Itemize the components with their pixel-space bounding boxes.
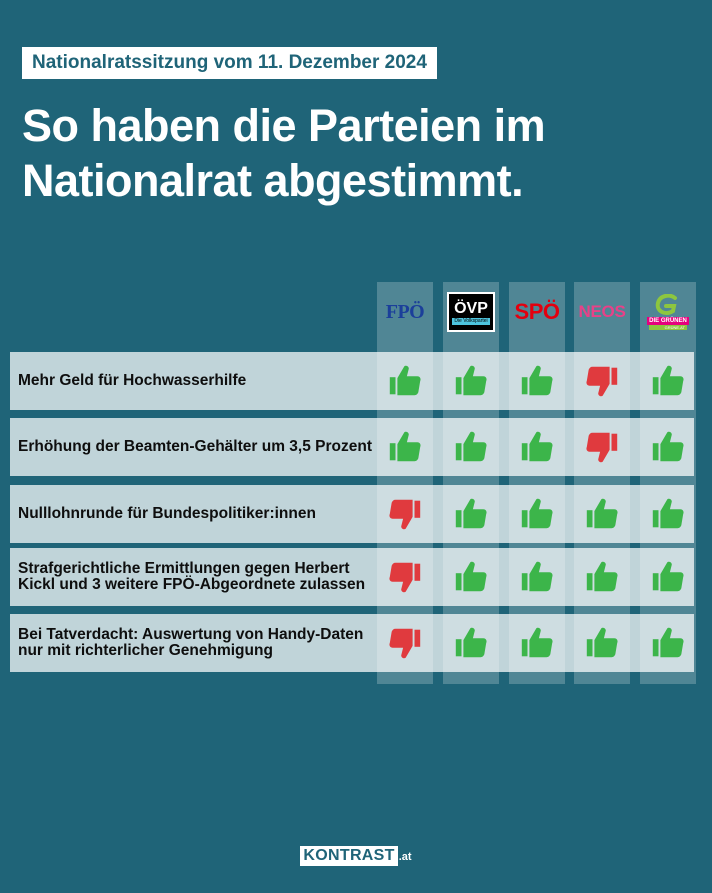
thumbs-down-icon [389,562,421,593]
vote-cell-ovp [443,352,499,410]
spo-logo-text: SPÖ [514,299,560,324]
vote-cell-fpo [377,418,433,476]
vote-cell-spo [509,352,565,410]
ovp-logo-sub: Die Volkspartei [452,317,490,325]
thumbs-up-icon [455,365,487,396]
ovp-logo: ÖVP Die Volkspartei [443,282,499,342]
thumbs-up-icon [586,561,618,592]
vote-cell-neos [574,614,630,672]
spo-logo: SPÖ [509,282,565,342]
vote-cell-neos [574,352,630,410]
thumbs-up-icon [389,365,421,396]
vote-row: Erhöhung der Beamten-Gehälter um 3,5 Pro… [10,418,694,476]
gruene-logo-sub: GRÜNE.AT [649,325,687,330]
thumbs-down-icon [586,432,618,463]
vote-cell-spo [509,418,565,476]
thumbs-up-icon [455,431,487,462]
vote-cell-ovp [443,548,499,606]
page-title-line-1: So haben die Parteien im [22,100,546,151]
gruene-g-icon [655,294,677,315]
neos-logo-text: NEOS [578,302,626,321]
ovp-logo-text: ÖVP [454,299,488,317]
thumbs-up-icon [455,561,487,592]
gruene-logo-text: DIE GRÜNEN [647,317,689,325]
vote-row: Bei Tatverdacht: Auswertung von Handy-Da… [10,614,694,672]
vote-cell-gruene [640,418,696,476]
thumbs-up-icon [389,431,421,462]
kontrast-domain: .at [398,851,412,863]
thumbs-up-icon [652,498,684,529]
page-title: So haben die Parteien im Nationalrat abg… [22,98,692,208]
fpo-logo-text: FPÖ [385,300,425,323]
gruene-logo: DIE GRÜNEN GRÜNE.AT [640,282,696,342]
vote-cell-spo [509,548,565,606]
vote-cell-fpo [377,352,433,410]
vote-row: Strafgerichtliche Ermittlungen gegen Her… [10,548,694,606]
vote-row: Nulllohnrunde für Bundespolitiker:innen [10,485,694,543]
vote-cell-ovp [443,485,499,543]
vote-cell-gruene [640,485,696,543]
thumbs-up-icon [586,498,618,529]
vote-cell-spo [509,485,565,543]
thumbs-down-icon [389,628,421,659]
vote-row: Mehr Geld für Hochwasserhilfe [10,352,694,410]
vote-cell-fpo [377,485,433,543]
thumbs-up-icon [521,561,553,592]
thumbs-up-icon [455,498,487,529]
thumbs-up-icon [586,627,618,658]
vote-cell-ovp [443,614,499,672]
thumbs-up-icon [652,431,684,462]
thumbs-down-icon [389,499,421,530]
vote-cell-fpo [377,548,433,606]
thumbs-up-icon [521,627,553,658]
vote-row-label: Erhöhung der Beamten-Gehälter um 3,5 Pro… [18,438,372,455]
kontrast-brand: KONTRAST [300,846,398,866]
thumbs-up-icon [521,365,553,396]
thumbs-up-icon [652,365,684,396]
vote-cell-fpo [377,614,433,672]
vote-cell-gruene [640,614,696,672]
page-title-line-2: Nationalrat abgestimmt. [22,155,524,206]
thumbs-up-icon [521,498,553,529]
vote-cell-gruene [640,352,696,410]
subtitle-badge: Nationalratssitzung vom 11. Dezember 202… [22,47,437,79]
vote-cell-spo [509,614,565,672]
thumbs-up-icon [652,627,684,658]
vote-row-label: Mehr Geld für Hochwasserhilfe [18,372,247,389]
vote-cell-ovp [443,418,499,476]
thumbs-up-icon [521,431,553,462]
thumbs-up-icon [652,561,684,592]
vote-cell-neos [574,548,630,606]
fpo-logo: FPÖ [377,282,433,342]
vote-row-label: Strafgerichtliche Ermittlungen gegen Her… [18,560,366,593]
kontrast-logo: KONTRAST .at [0,846,712,866]
vote-row-label: Bei Tatverdacht: Auswertung von Handy-Da… [18,626,364,659]
vote-cell-neos [574,418,630,476]
vote-cell-gruene [640,548,696,606]
neos-logo: NEOS [574,282,630,342]
thumbs-down-icon [586,366,618,397]
thumbs-up-icon [455,627,487,658]
vote-cell-neos [574,485,630,543]
vote-row-label: Nulllohnrunde für Bundespolitiker:innen [18,505,316,522]
